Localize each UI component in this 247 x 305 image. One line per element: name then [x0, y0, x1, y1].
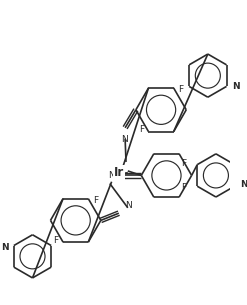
Text: N: N [125, 201, 132, 210]
Text: N: N [1, 243, 8, 252]
Text: F: F [53, 236, 59, 245]
Text: F: F [93, 196, 98, 205]
Text: N: N [108, 171, 115, 180]
Text: N: N [232, 82, 240, 91]
Text: F: F [178, 85, 183, 94]
Text: Ir: Ir [114, 166, 124, 179]
Text: N: N [240, 180, 247, 189]
Text: F: F [181, 159, 186, 168]
Text: F: F [139, 125, 144, 134]
Text: N: N [121, 135, 128, 144]
Text: F: F [181, 183, 186, 192]
